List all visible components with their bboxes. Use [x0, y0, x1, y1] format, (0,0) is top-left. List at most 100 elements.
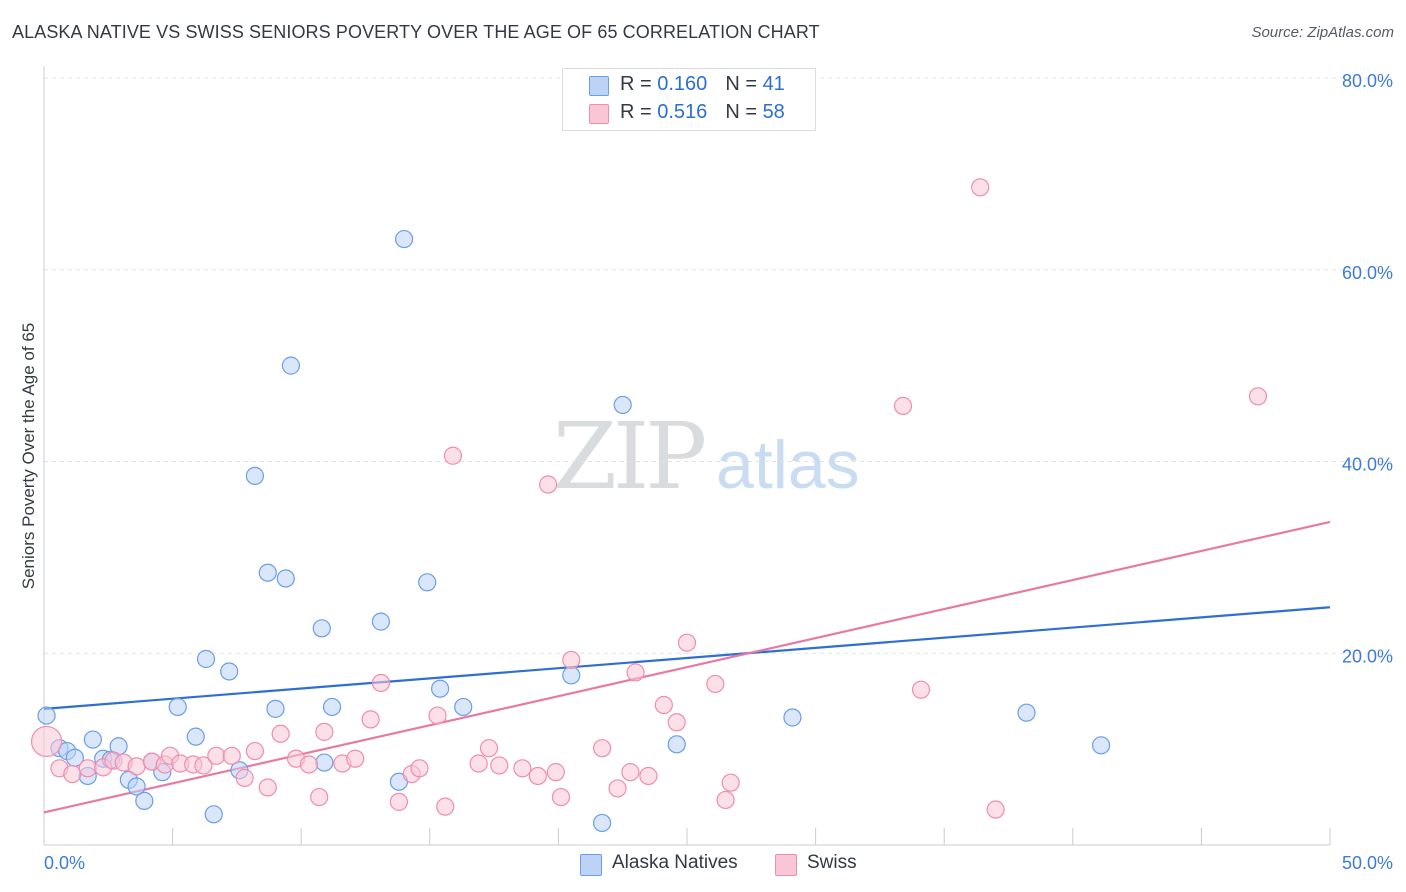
point-alaska-natives: [258, 563, 277, 582]
r-value-alaska-natives: 0.160: [657, 73, 708, 95]
x-tick-label-end: 50.0%: [1342, 853, 1393, 873]
watermark: ZIP atlas: [553, 403, 860, 510]
point-alaska-natives: [562, 666, 581, 685]
point-swiss: [721, 773, 740, 792]
point-alaska-natives: [312, 619, 331, 638]
point-swiss: [562, 650, 581, 670]
point-swiss: [389, 792, 409, 811]
point-swiss: [716, 790, 735, 810]
point-alaska-natives: [245, 466, 265, 485]
point-swiss: [654, 695, 673, 715]
point-swiss: [346, 749, 365, 768]
point-swiss: [469, 754, 488, 773]
point-swiss: [539, 475, 558, 494]
point-swiss: [310, 787, 329, 807]
series-legend: Alaska Natives Swiss: [0, 852, 1406, 878]
legend-label-swiss: Swiss: [807, 852, 857, 873]
point-swiss: [315, 722, 334, 741]
legend-swatch-alaska-natives: [580, 854, 602, 876]
r-value-swiss: 0.516: [657, 101, 708, 123]
point-alaska-natives: [315, 753, 334, 772]
y-tick-label: 20.0%: [1342, 646, 1393, 666]
point-swiss: [479, 739, 499, 758]
point-swiss: [63, 764, 82, 784]
point-swiss: [235, 768, 254, 787]
point-swiss: [1248, 387, 1268, 406]
point-alaska-natives: [1017, 703, 1036, 722]
point-alaska-natives: [371, 612, 391, 631]
point-alaska-natives: [783, 708, 802, 727]
n-label: N =: [725, 73, 763, 95]
point-alaska-natives: [196, 649, 216, 669]
trend-line-swiss: [43, 520, 1331, 814]
point-swiss: [207, 746, 226, 765]
source-credit: Source: ZipAtlas.com: [1251, 24, 1394, 41]
point-swiss: [546, 763, 565, 782]
point-alaska-natives: [281, 356, 301, 375]
y-tick-label: 60.0%: [1342, 263, 1393, 283]
point-alaska-natives: [220, 662, 239, 681]
point-swiss: [593, 739, 612, 758]
n-label: N =: [725, 101, 763, 123]
point-swiss: [410, 759, 429, 778]
n-value-swiss: 58: [762, 101, 785, 123]
point-swiss: [299, 755, 319, 774]
trend-line-alaska-natives: [43, 606, 1331, 710]
point-swiss: [361, 710, 380, 729]
n-value-alaska-natives: 41: [762, 73, 785, 95]
watermark-zip: ZIP: [553, 403, 704, 510]
legend-label-alaska-natives: Alaska Natives: [612, 852, 738, 873]
legend-text-swiss: R = 0.516 N = 58: [620, 101, 785, 124]
point-swiss: [971, 178, 990, 197]
point-alaska-natives: [266, 699, 285, 718]
point-swiss: [443, 446, 463, 465]
tick-labels: 20.0% 40.0% 60.0% 80.0% 0.0% 50.0%: [44, 71, 1393, 873]
point-alaska-natives: [186, 727, 205, 746]
point-swiss: [621, 763, 640, 782]
r-label: R =: [620, 73, 658, 95]
point-swiss: [893, 396, 913, 415]
point-swiss: [258, 778, 277, 797]
point-swiss: [222, 746, 241, 765]
point-swiss: [677, 633, 697, 652]
point-swiss: [608, 779, 627, 798]
legend-swatch-swiss: [589, 104, 609, 124]
point-swiss: [639, 766, 658, 786]
point-alaska-natives: [613, 395, 632, 415]
point-swiss: [78, 759, 97, 778]
point-alaska-natives: [168, 697, 187, 717]
point-swiss: [428, 706, 447, 725]
point-alaska-natives: [276, 569, 295, 588]
point-swiss: [30, 725, 63, 758]
r-label: R =: [620, 101, 658, 123]
point-swiss: [986, 800, 1005, 819]
point-swiss: [551, 787, 571, 807]
point-alaska-natives: [430, 679, 450, 698]
point-swiss: [436, 797, 455, 816]
y-tick-label: 40.0%: [1342, 455, 1393, 475]
y-tick-label: 80.0%: [1342, 71, 1393, 91]
point-alaska-natives: [37, 706, 56, 725]
point-alaska-natives: [667, 735, 686, 754]
point-swiss: [513, 759, 532, 778]
point-alaska-natives: [1091, 736, 1111, 755]
point-swiss: [127, 757, 146, 776]
point-swiss: [706, 674, 725, 694]
trend-lines: [43, 520, 1331, 814]
point-alaska-natives: [83, 730, 102, 749]
point-swiss: [245, 741, 265, 761]
legend-text-alaska-natives: R = 0.160 N = 41: [620, 73, 785, 96]
point-alaska-natives: [135, 791, 154, 810]
point-swiss: [194, 756, 213, 775]
x-tick-label-start: 0.0%: [44, 853, 85, 873]
point-alaska-natives: [454, 697, 473, 717]
point-alaska-natives: [418, 573, 437, 592]
legend-swatch-alaska-natives: [589, 76, 609, 96]
point-swiss: [911, 680, 931, 699]
point-alaska-natives: [127, 777, 146, 796]
point-swiss: [626, 663, 645, 682]
gridlines: [44, 77, 1392, 654]
point-swiss: [371, 673, 391, 693]
data-points: [30, 178, 1268, 833]
